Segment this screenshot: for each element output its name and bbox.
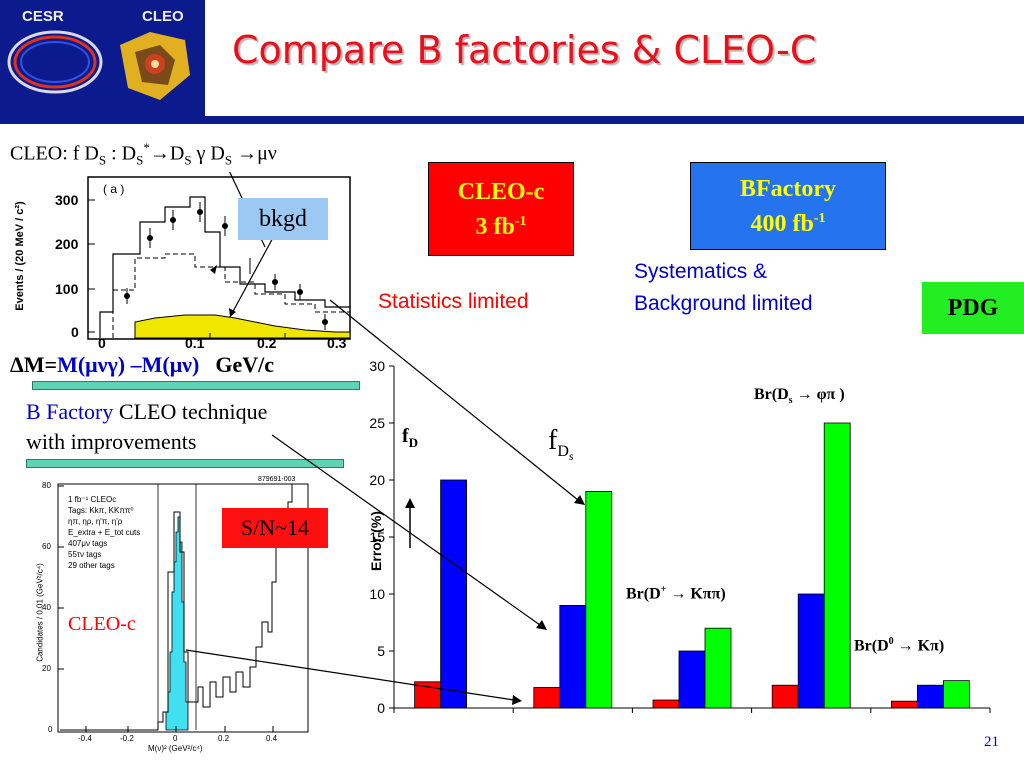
cleo-fds-label: CLEO: f DS : DS*→DS γ DS →μν: [10, 140, 277, 168]
top-plot-y-label: Events / (20 MeV / c²): [14, 201, 26, 311]
teal-bar-lower: [26, 459, 344, 468]
bkgd-label: bkgd: [238, 198, 328, 240]
bottom-plot-id: 879691-003: [258, 476, 296, 483]
bottom-ytick-0: 0: [48, 725, 53, 734]
sn-label: S/N~14: [222, 508, 328, 548]
y-tick-label: 0: [377, 700, 385, 716]
delta-m-label: ΔM=M(μνγ) –M(μν) GeV/c: [10, 352, 274, 377]
label-br-dplus: Br(D+ → Kππ): [626, 584, 726, 603]
page-number: 21: [984, 734, 999, 750]
label-br-ds: Br(Ds → φπ ): [754, 386, 845, 407]
top-xtick-0: 0: [98, 335, 106, 351]
y-tick-label: 5: [377, 643, 385, 659]
cleoc-plot-label: CLEO-c: [68, 613, 136, 635]
bar: [440, 479, 467, 709]
bottom-xtick-0.4: 0.4: [266, 734, 278, 743]
technique-text: B Factory CLEO technique with improvemen…: [26, 399, 268, 454]
cesr-ring-icon: [0, 0, 205, 116]
y-tick-label: 30: [369, 358, 385, 374]
top-histogram: ( a ) Events / (20 MeV / c²) 300 200 100…: [5, 129, 360, 354]
cleoc-box: CLEO-c 3 fb-1: [428, 162, 574, 256]
teal-bar-upper: [32, 381, 360, 390]
bottom-ytick-20: 20: [42, 664, 51, 673]
bar: [585, 490, 613, 709]
top-plot-panel-label: ( a ): [103, 182, 125, 196]
bottom-ytick-60: 60: [42, 542, 51, 551]
top-ytick-200: 200: [55, 236, 79, 252]
bottom-xtick-0: 0: [173, 734, 178, 743]
error-bar-chart: 0 5 10 15 20 25 30 Error (%): [346, 355, 1016, 735]
top-xtick-0.3: 0.3: [327, 335, 347, 351]
bottom-plot-legend: 1 fb⁻¹ CLEOc Tags: Kkπ, KKππ⁰ ηπ, ηρ, η'…: [68, 495, 141, 570]
bar: [533, 687, 561, 709]
statistics-limited-label: Statistics limited: [378, 290, 529, 313]
bar: [414, 681, 441, 709]
bfactory-box: BFactory 400 fb-1: [690, 162, 886, 250]
bar-chart-y-label: Error (%): [368, 511, 384, 571]
bottom-ytick-80: 80: [42, 481, 51, 490]
top-ytick-300: 300: [55, 192, 79, 208]
bar: [823, 422, 851, 709]
label-fd: fD: [402, 425, 419, 450]
header-rule: [0, 116, 1024, 124]
label-br-d0: Br(D0 → Kπ): [854, 636, 945, 655]
bottom-ytick-40: 40: [42, 603, 51, 612]
top-ytick-0: 0: [71, 324, 79, 340]
pdg-box: PDG: [922, 282, 1024, 334]
top-ytick-100: 100: [55, 281, 79, 297]
top-xtick-0.1: 0.1: [185, 335, 205, 351]
logo-cesr-text: CESR: [22, 8, 64, 25]
bar: [678, 650, 706, 709]
bar: [797, 593, 825, 709]
bar: [891, 700, 918, 709]
y-tick-label: 25: [369, 415, 385, 431]
bar: [943, 680, 970, 709]
logo-cleo-text: CLEO: [142, 8, 184, 25]
up-arrow-icon: [405, 498, 415, 548]
bar: [704, 627, 732, 709]
slide-title: Compare B factories & CLEO-C: [232, 28, 817, 72]
label-fds: fDs: [548, 425, 574, 463]
bar: [771, 684, 799, 709]
top-xtick-0.2: 0.2: [257, 335, 277, 351]
bottom-xtick-0.2: 0.2: [218, 734, 230, 743]
bottom-plot-x-label: M(ν)² (GeV²/c⁴): [148, 744, 203, 753]
bottom-xtick-m0.4: -0.4: [78, 734, 92, 743]
bar: [559, 604, 587, 709]
bottom-xtick-m0.2: -0.2: [120, 734, 134, 743]
systematics-label: Systematics & Background limited: [634, 260, 813, 315]
cesr-cleo-logo: CESR CLEO: [0, 0, 205, 116]
bar: [917, 684, 944, 709]
bar: [652, 699, 680, 709]
